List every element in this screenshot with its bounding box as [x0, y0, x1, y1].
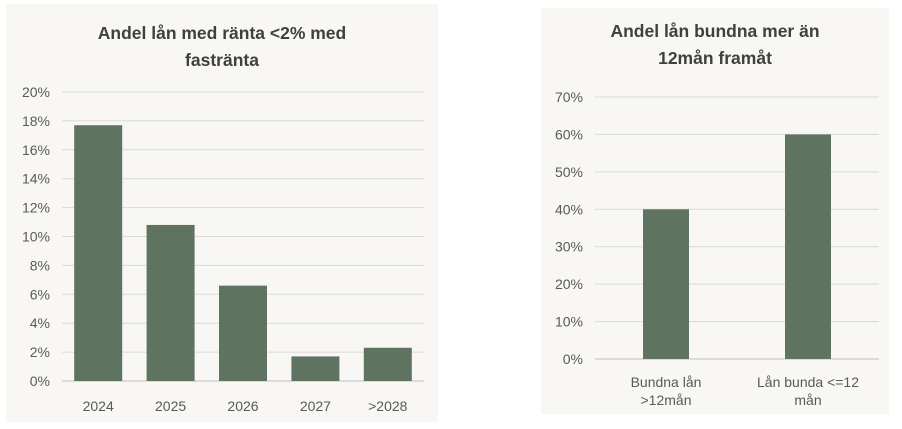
x-tick-label: Bundna lån	[631, 374, 702, 390]
y-tick-label: 10%	[22, 229, 50, 245]
y-tick-label: 50%	[555, 164, 583, 180]
y-tick-label: 0%	[563, 351, 583, 367]
y-tick-label: 6%	[30, 286, 50, 302]
x-tick-label: 2025	[155, 398, 186, 414]
chart-title: Andel lån bundna mer än 12mån framåt	[610, 21, 820, 68]
x-tick-label: mån	[794, 392, 821, 408]
y-tick-label: 4%	[30, 315, 50, 331]
y-tick-label: 40%	[555, 201, 583, 217]
y-tick-label: 30%	[555, 239, 583, 255]
x-tick-label: 2024	[83, 398, 114, 414]
y-tick-label: 20%	[22, 84, 50, 100]
bar-chart-fixed-rate: 0% 2% 4% 6% 8% 10% 12% 14% 16% 18% 20% 2024 2025 2026…	[22, 84, 424, 414]
bar	[291, 356, 340, 381]
chart-title: Andel lån med ränta <2% med fastränta	[97, 23, 347, 70]
bar	[146, 224, 195, 381]
x-tick-label: 2026	[227, 398, 258, 414]
bar	[74, 125, 123, 381]
y-tick-label: 16%	[22, 142, 50, 158]
bar	[219, 285, 267, 381]
bar	[785, 134, 831, 359]
y-tick-label: 60%	[555, 126, 583, 142]
y-tick-label: 10%	[555, 314, 583, 330]
bar	[363, 347, 412, 381]
x-tick-label: >12mån	[641, 392, 692, 408]
y-tick-label: 8%	[30, 257, 50, 273]
x-tick-label: 2027	[300, 398, 331, 414]
chart-panel-fixed-rate: Andel lån med ränta <2% med fastränta 0%…	[6, 4, 438, 422]
y-tick-label: 12%	[22, 200, 50, 216]
y-tick-label: 14%	[22, 171, 50, 187]
y-tick-label: 2%	[30, 344, 50, 360]
y-tick-label: 20%	[555, 276, 583, 292]
y-tick-label: 70%	[555, 89, 583, 105]
chart-panel-bound-loans: Andel lån bundna mer än 12mån framåt 0% 1…	[541, 8, 889, 414]
x-tick-label: Lån bunda <=12	[757, 374, 859, 390]
y-tick-label: 18%	[22, 113, 50, 129]
x-tick-label: >2028	[368, 398, 408, 414]
bar-chart-bound-loans: 0% 10% 20% 30% 40% 50% 60% 70% Bundna lån >12mån L…	[555, 89, 879, 408]
bar	[643, 209, 689, 359]
y-tick-label: 0%	[30, 373, 50, 389]
